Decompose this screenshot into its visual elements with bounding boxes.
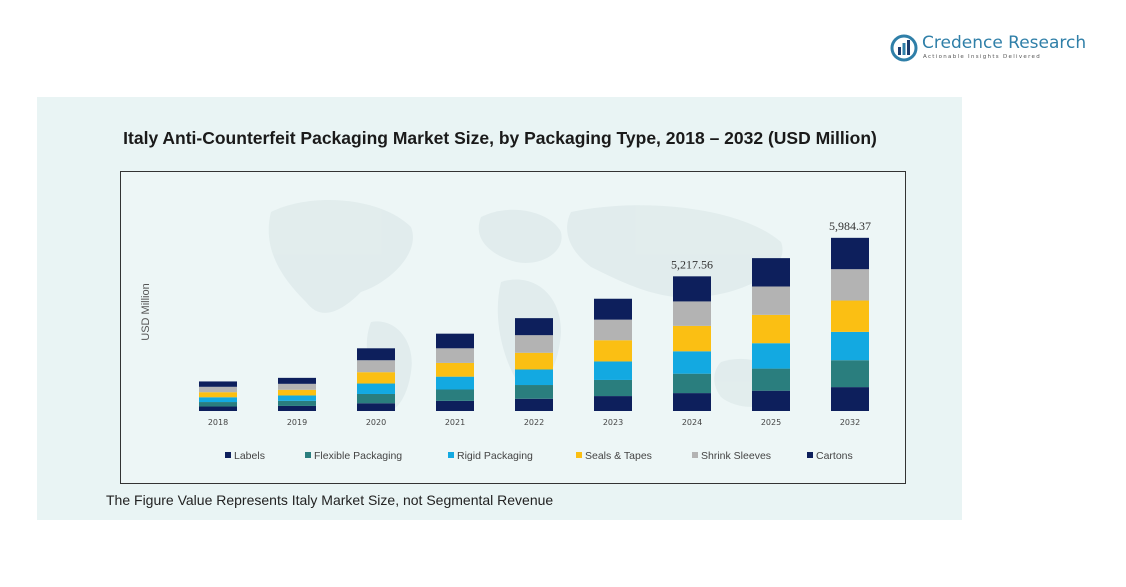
- bar-segment-4-2024: [673, 301, 711, 326]
- bar-segment-3-2022: [515, 352, 553, 370]
- legend-swatch: [807, 452, 813, 458]
- bar-segment-5-2025: [752, 258, 790, 287]
- legend-item: Rigid Packaging: [448, 450, 533, 462]
- bar-segment-5-2024: [673, 276, 711, 302]
- x-tick-label: 2019: [287, 418, 307, 427]
- bar-segment-1-2018: [199, 402, 237, 407]
- legend-label: Seals & Tapes: [585, 450, 652, 462]
- bar-segment-4-2022: [515, 335, 553, 353]
- total-annotation: 5,984.37: [829, 219, 871, 233]
- bar-segment-3-2024: [673, 325, 711, 352]
- bar-segment-2-2020: [357, 383, 395, 394]
- footnote: The Figure Value Represents Italy Market…: [106, 492, 554, 508]
- bar-segment-1-2021: [436, 389, 474, 401]
- bar-segment-2-2032: [831, 331, 869, 361]
- legend-swatch: [448, 452, 454, 458]
- bar-segment-5-2021: [436, 333, 474, 349]
- bar-segment-0-2018: [199, 406, 237, 411]
- bar-segment-4-2020: [357, 360, 395, 373]
- bar-segment-3-2025: [752, 314, 790, 344]
- x-tick-label: 2018: [208, 418, 228, 427]
- bar-segment-1-2019: [278, 400, 316, 406]
- legend-swatch: [305, 452, 311, 458]
- bar-segment-2-2023: [594, 361, 632, 380]
- bar-segment-2-2025: [752, 343, 790, 369]
- bar-segment-4-2019: [278, 383, 316, 390]
- x-tick-label: 2022: [524, 418, 544, 427]
- bar-segment-0-2019: [278, 405, 316, 411]
- plot-area: 2018 2019 2020 2021 2022 2023 2024 2025 2032 5,2…: [120, 171, 906, 484]
- legend-item: Flexible Packaging: [305, 450, 402, 462]
- x-tick-label: 2023: [603, 418, 623, 427]
- legend: Labels Flexible Packaging Rigid Packaging S…: [225, 450, 853, 462]
- x-tick-labels: 2018 2019 2020 2021 2022 2023 2024 2025 2032: [208, 418, 860, 427]
- bar-segment-0-2021: [436, 400, 474, 411]
- bar-segment-5-2019: [278, 377, 316, 384]
- bar-segment-5-2018: [199, 381, 237, 387]
- bar-segment-2-2024: [673, 351, 711, 374]
- legend-label: Shrink Sleeves: [701, 450, 771, 462]
- legend-label: Cartons: [816, 450, 853, 462]
- bar-segment-0-2020: [357, 403, 395, 411]
- bars-group: [199, 237, 869, 411]
- x-tick-label: 2021: [445, 418, 465, 427]
- bar-segment-3-2023: [594, 340, 632, 362]
- bar-segment-3-2021: [436, 362, 474, 377]
- bar-segment-4-2032: [831, 269, 869, 301]
- legend-item: Shrink Sleeves: [692, 450, 771, 462]
- bar-segment-1-2032: [831, 360, 869, 388]
- bar-segment-0-2025: [752, 390, 790, 411]
- bar-segment-3-2018: [199, 392, 237, 398]
- legend-swatch: [225, 452, 231, 458]
- stacked-bar-chart: 2018 2019 2020 2021 2022 2023 2024 2025 2032 5,2…: [140, 200, 871, 462]
- bar-segment-1-2023: [594, 379, 632, 397]
- bar-segment-4-2018: [199, 386, 237, 393]
- bar-segment-0-2022: [515, 398, 553, 411]
- chart-title: Italy Anti-Counterfeit Packaging Market …: [123, 128, 877, 148]
- x-tick-label: 2024: [682, 418, 702, 427]
- y-axis-label: USD Million: [140, 283, 152, 340]
- legend-item: Cartons: [807, 450, 853, 462]
- logo-icon: [890, 34, 918, 62]
- bar-segment-0-2024: [673, 393, 711, 411]
- brand-tagline: Actionable Insights Delivered: [923, 54, 1042, 60]
- bar-segment-1-2025: [752, 368, 790, 391]
- bar-segment-2-2019: [278, 395, 316, 401]
- bar-segment-5-2032: [831, 237, 869, 270]
- bar-segment-3-2020: [357, 372, 395, 384]
- bar-segment-1-2020: [357, 393, 395, 404]
- x-tick-label: 2032: [840, 418, 860, 427]
- bar-segment-1-2024: [673, 373, 711, 394]
- x-tick-label: 2025: [761, 418, 781, 427]
- legend-swatch: [692, 452, 698, 458]
- x-tick-label: 2020: [366, 418, 386, 427]
- legend-item: Labels: [225, 450, 265, 462]
- bar-segment-0-2032: [831, 387, 869, 411]
- bar-segment-3-2032: [831, 300, 869, 332]
- bar-segment-0-2023: [594, 396, 632, 411]
- legend-label: Rigid Packaging: [457, 450, 533, 462]
- total-annotations: 5,217.56 5,984.37: [671, 219, 871, 272]
- total-annotation: 5,217.56: [671, 257, 713, 271]
- brand-name: Credence Research: [922, 33, 1087, 53]
- bar-segment-3-2019: [278, 389, 316, 396]
- legend-swatch: [576, 452, 582, 458]
- bar-segment-2-2018: [199, 397, 237, 403]
- bar-segment-1-2022: [515, 385, 553, 399]
- bar-segment-4-2021: [436, 348, 474, 363]
- brand-logo: Credence Research Actionable Insights De…: [890, 32, 1086, 66]
- bar-segment-5-2023: [594, 298, 632, 320]
- legend-label: Labels: [234, 450, 265, 462]
- bar-segment-5-2020: [357, 348, 395, 361]
- bar-segment-5-2022: [515, 318, 553, 336]
- legend-label: Flexible Packaging: [314, 450, 402, 462]
- bar-segment-4-2025: [752, 286, 790, 315]
- bar-segment-4-2023: [594, 319, 632, 341]
- bar-segment-2-2021: [436, 376, 474, 390]
- legend-item: Seals & Tapes: [576, 450, 652, 462]
- bar-segment-2-2022: [515, 369, 553, 386]
